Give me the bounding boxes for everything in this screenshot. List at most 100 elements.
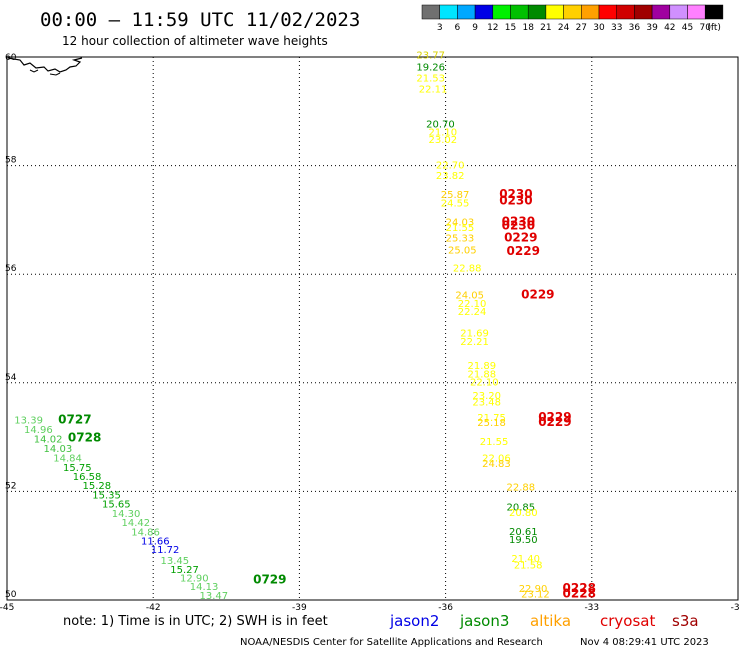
legend-label: 39: [646, 23, 658, 33]
legend-label: 70: [699, 23, 711, 33]
wave-height-value: 15.28: [83, 481, 112, 492]
legend-swatch: [457, 4, 476, 20]
legend-label: 33: [611, 23, 622, 33]
legend-swatch: [634, 4, 653, 20]
wave-height-value: 19.50: [509, 535, 538, 546]
pass-time-label: 0728: [68, 430, 101, 444]
color-legend: 3 6 9 12 15 18 21 24 27 30 33 36 39 42 45 70(ft): [421, 4, 724, 33]
legend-swatch: [651, 4, 671, 20]
wave-height-value: 24.03: [446, 217, 475, 228]
wave-height-value: 13.45: [161, 556, 190, 567]
legend-label: 6: [455, 23, 461, 33]
plot-frame: [6, 56, 739, 601]
axis-ticks: -45 -42 -39 -36 -33 -30 50 52 54 56 58 60: [0, 53, 740, 613]
legend-label: 3: [437, 23, 443, 33]
wave-height-value: 22.88: [453, 263, 482, 274]
wave-height-value: 23.02: [429, 135, 458, 146]
footer-note: note: 1) Time is in UTC; 2) SWH is in fe…: [63, 614, 328, 629]
wave-height-value: 25.18: [477, 418, 506, 429]
wave-height-value: 16.58: [73, 472, 102, 483]
legend-swatch: [492, 4, 511, 20]
wave-height-value: 13.39: [14, 416, 43, 427]
wave-height-value: 21.55: [480, 437, 509, 448]
wave-height-value: 22.10: [458, 299, 487, 310]
legend-label: 15: [505, 23, 516, 33]
legend-swatch: [598, 4, 617, 20]
wave-height-value: 23.20: [472, 391, 501, 402]
wave-height-value: 14.03: [44, 444, 73, 455]
wave-height-value: 12.90: [180, 574, 209, 585]
satellite-jason2: jason2: [389, 612, 439, 630]
legend-unit: (ft): [707, 23, 721, 33]
y-tick-label: 58: [5, 156, 17, 166]
wave-height-value: 24.83: [482, 459, 511, 470]
legend-swatch: [439, 4, 458, 20]
x-tick-label: -39: [292, 603, 307, 613]
wave-height-value: 20.61: [509, 527, 538, 538]
coastline-fragment: [7, 57, 83, 76]
pass-time-label: 0228: [563, 586, 596, 600]
satellite-altika: altika: [530, 612, 571, 630]
wave-height-value: 14.86: [131, 527, 160, 538]
wave-height-value: 21.75: [477, 413, 506, 424]
legend-label: 42: [664, 23, 675, 33]
satellite-cryosat: cryosat: [600, 612, 655, 630]
wave-height-value: 24.05: [455, 291, 484, 302]
wave-height-value: 21.69: [460, 329, 489, 340]
wave-height-value: 24.55: [441, 198, 470, 209]
wave-height-value: 22.06: [482, 454, 511, 465]
wave-height-value: 21.58: [514, 561, 543, 572]
legend-swatch: [687, 4, 706, 20]
wave-height-value: 23.48: [472, 398, 501, 409]
wave-height-value: 22.70: [436, 160, 465, 171]
wave-height-value: 21.10: [429, 128, 458, 139]
y-tick-label: 56: [5, 264, 17, 274]
legend-swatch: [527, 4, 547, 20]
wave-height-value: 15.35: [92, 490, 121, 501]
legend-swatch: [510, 4, 529, 20]
wave-height-value: 22.21: [460, 337, 489, 348]
legend-swatch: [545, 4, 564, 20]
wave-height-value: 11.72: [151, 545, 180, 556]
satellite-s3a: s3a: [672, 612, 699, 630]
wave-height-value: 19.26: [416, 63, 445, 74]
pass-time-label: 0230: [502, 219, 535, 233]
pass-time-label: 0229: [507, 244, 540, 258]
legend-swatch: [704, 4, 724, 20]
y-tick-label: 52: [5, 481, 16, 491]
legend-label: 9: [472, 23, 478, 33]
wave-height-value: 22.88: [507, 482, 536, 493]
legend-swatch: [616, 4, 635, 20]
y-tick-label: 60: [5, 53, 17, 63]
wave-height-value: 23.77: [416, 51, 445, 62]
pass-time-label: 0229: [538, 410, 571, 424]
wave-height-value: 21.40: [511, 554, 540, 565]
wave-height-value: 21.53: [416, 73, 445, 84]
legend-label: 12: [487, 23, 498, 33]
pass-time-label: 0230: [502, 214, 535, 228]
pass-time-label: 0729: [253, 573, 286, 587]
legend-label: 24: [558, 23, 570, 33]
grid-lines: [7, 57, 738, 600]
chart-subtitle: 12 hour collection of altimeter wave hei…: [62, 34, 328, 48]
wave-height-value: 14.42: [122, 518, 151, 529]
x-tick-label: -36: [438, 603, 453, 613]
wave-height-value: 15.27: [170, 565, 199, 576]
legend-label: 18: [522, 23, 534, 33]
wave-height-value: 15.75: [63, 463, 92, 474]
pass-time-label: 0230: [499, 194, 532, 208]
legend-label: 45: [682, 23, 693, 33]
pass-time-label: 0228: [563, 581, 596, 595]
legend-swatch: [421, 4, 440, 20]
wave-height-value: 23.82: [436, 171, 465, 182]
credit-timestamp: Nov 4 08:29:41 UTC 2023: [580, 637, 709, 648]
legend-swatch: [669, 4, 688, 20]
pass-time-label: 0230: [499, 187, 532, 201]
y-tick-label: 50: [5, 590, 17, 600]
legend-swatch: [474, 4, 494, 20]
wave-height-value: 21.88: [468, 369, 497, 380]
legend-label: 30: [593, 23, 605, 33]
chart-title: 00:00 – 11:59 UTC 11/02/2023: [40, 9, 360, 31]
wave-height-value: 25.05: [448, 246, 477, 257]
